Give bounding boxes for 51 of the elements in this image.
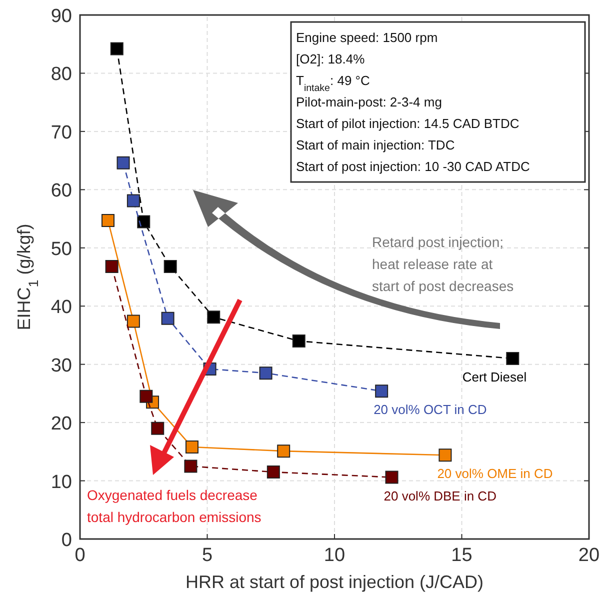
point — [184, 460, 198, 473]
point — [126, 314, 140, 328]
x-tick-label: 0 — [74, 545, 86, 566]
point — [137, 215, 150, 228]
y-tick-label: 60 — [50, 180, 72, 202]
y-tick-label: 80 — [50, 64, 72, 86]
point — [375, 384, 388, 398]
point — [506, 352, 520, 366]
point — [277, 444, 290, 458]
y-tick-label: 70 — [50, 122, 72, 144]
series-label: 20 vol% OME in CD — [437, 466, 553, 482]
annotation: Start of post injection: 10 -30 CAD ATDC — [296, 159, 530, 174]
annotation: Start of pilot injection: 14.5 CAD BTDC — [296, 116, 520, 131]
point — [292, 334, 306, 348]
point — [151, 422, 164, 435]
x-tick-label: 15 — [451, 545, 472, 566]
point — [164, 260, 177, 274]
y-tick-label: 90 — [50, 6, 72, 27]
point — [101, 214, 114, 228]
point — [116, 156, 130, 170]
x-axis-title: HRR at start of post injection (J/CAD) — [185, 572, 484, 592]
point — [266, 466, 280, 479]
annotation: Engine speed: 1500 rpm — [296, 30, 438, 45]
annotation: T$_{intake}$: 49 °C — [296, 73, 370, 94]
y-tick-label: 10 — [50, 472, 72, 493]
y-tick-label: 30 — [50, 355, 72, 376]
annotation: Start of main injection: TDC — [296, 138, 455, 152]
annotation: Oxygenated fuels decrease total hydrocarbon emissions — [87, 487, 262, 525]
point — [161, 312, 174, 325]
point — [105, 260, 118, 274]
point — [259, 366, 272, 380]
series-label: Cert Diesel — [462, 370, 527, 385]
point — [438, 448, 452, 462]
annotation: Retard post injection; heat release rate at start of post decreases — [372, 234, 514, 294]
series-label: 20 vol% DBE in CD — [384, 488, 496, 504]
point — [140, 390, 153, 403]
series-label: 20 vol% OCT in CD — [374, 402, 487, 418]
y-tick-label: 20 — [50, 414, 72, 435]
x-tick-label: 10 — [324, 545, 346, 566]
y-tick-label: 50 — [50, 238, 72, 260]
annotation: Pilot-main-post: 2-3-4 mg — [296, 94, 442, 110]
annotation: [O2]: 18.4% — [296, 52, 366, 66]
point — [185, 440, 198, 454]
x-tick-label: 20 — [578, 545, 600, 566]
point — [207, 310, 220, 324]
y-tick-label: 0 — [61, 530, 72, 551]
point — [385, 470, 398, 484]
y-tick-label: 40 — [50, 297, 72, 318]
point — [110, 42, 124, 56]
x-tick-label: 5 — [202, 545, 213, 566]
point — [126, 194, 140, 208]
